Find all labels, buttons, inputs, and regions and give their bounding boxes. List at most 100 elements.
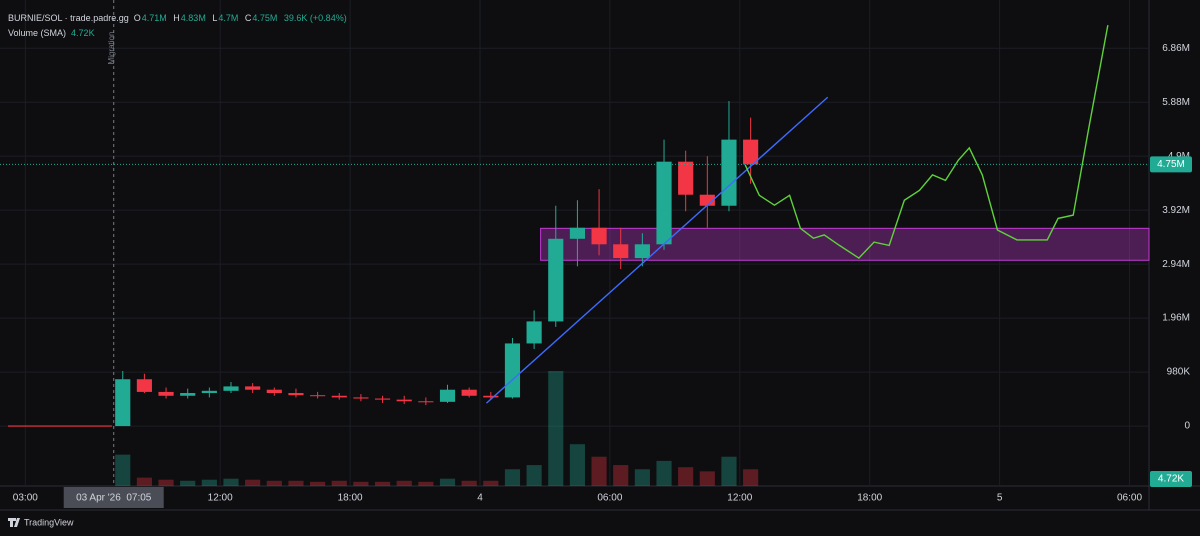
candle-body (180, 393, 196, 396)
volume-label: Volume (SMA) (8, 28, 67, 38)
candle-body (591, 227, 607, 245)
ohlc-value: 4.7M (218, 13, 239, 23)
candle-body (699, 194, 715, 206)
y-tick-label: 4.9M (1168, 151, 1190, 162)
legend-header: BURNIE/SOL · trade.padre.gg O4.71M H4.83… (8, 11, 351, 41)
candle-body (158, 391, 174, 396)
volume-bar (656, 460, 672, 486)
volume-bar (634, 469, 650, 486)
ohlc-key: C (244, 13, 252, 23)
volume-bar (721, 456, 737, 486)
volume-bar (115, 454, 131, 486)
x-tick-label: 06:00 (1117, 493, 1142, 504)
candle-body (245, 386, 261, 390)
y-tick-label: 6.86M (1162, 43, 1190, 54)
volume-bar (331, 480, 347, 486)
candle-body (201, 390, 217, 394)
volume-bar (310, 481, 326, 486)
volume-bar (396, 480, 412, 486)
candle-body (569, 227, 585, 239)
candle-body (656, 161, 672, 245)
volume-bar (266, 480, 282, 486)
candle-body (353, 397, 369, 399)
volume-bar (526, 465, 542, 486)
volume-bar (548, 371, 564, 486)
volume-value: 4.72K (71, 28, 95, 38)
volume-bar (180, 480, 196, 486)
candle-body (288, 393, 304, 396)
candle-body (526, 321, 542, 344)
candle-body (266, 389, 282, 394)
trendline (486, 96, 829, 404)
last-price-label: 4.75M (1157, 159, 1185, 170)
candle-body (613, 244, 629, 259)
brand-logo (8, 518, 20, 527)
candle-body (504, 343, 521, 398)
crosshair-box (63, 487, 164, 508)
x-tick-label: 12:00 (208, 493, 233, 504)
ohlc-key: H (173, 13, 180, 23)
y-tick-label: 2.94M (1162, 259, 1190, 270)
y-tick-label: 0 (1184, 421, 1190, 432)
volume-bar (439, 478, 456, 486)
candle-body (743, 139, 759, 165)
x-tick-label: 12:00 (727, 493, 752, 504)
volume-bar (223, 478, 239, 486)
volume-bar (461, 480, 477, 486)
volume-bar (483, 480, 499, 486)
candle-body (331, 395, 347, 398)
candle-body (461, 389, 477, 396)
candle-body (634, 244, 650, 259)
ohlc-key: L (212, 13, 218, 23)
y-tick-label: 3.92M (1162, 205, 1190, 216)
ohlc-value: 4.75M (252, 13, 278, 23)
volume-sma-box (1150, 471, 1192, 487)
projection-line (744, 24, 1109, 259)
y-tick-label: 980K (1167, 367, 1191, 378)
zone (540, 227, 1150, 261)
x-tick-label: 18:00 (338, 493, 363, 504)
candle-body (223, 386, 239, 391)
ohlc-value: 4.71M (141, 13, 167, 23)
candle-body (678, 161, 694, 195)
volume-bar (743, 469, 759, 486)
candle-body (483, 395, 499, 398)
volume-sma-label: 4.72K (1158, 474, 1184, 485)
volume-bar (353, 481, 369, 486)
plot: Migration (0, 0, 1150, 486)
candle-body (115, 379, 131, 427)
last-price-box (1150, 156, 1192, 173)
axes: 0 980K 1.96M 2.94M 3.92M 4.9M 5.88M 6.86M 03:00 1… (13, 43, 1192, 508)
volume-bar (374, 481, 391, 486)
candle-body (439, 389, 456, 402)
x-tick-label: 06:00 (597, 493, 622, 504)
candle-body (310, 395, 326, 397)
x-tick-label: 5 (997, 493, 1003, 504)
volume-bar (678, 467, 694, 486)
brand: TradingView (24, 517, 74, 527)
y-tick-label: 1.96M (1162, 313, 1190, 324)
candle-body (396, 399, 412, 402)
volume-bar (288, 480, 304, 486)
candle-body (136, 379, 152, 392)
volume-bar (418, 481, 434, 486)
volume-bar (569, 444, 585, 486)
volume-bar (504, 469, 521, 486)
candle-body (721, 139, 737, 206)
volume-row: Volume (SMA) 4.72K (8, 26, 351, 41)
symbol-row: BURNIE/SOL · trade.padre.gg O4.71M H4.83… (8, 11, 351, 26)
candle-body (418, 401, 434, 403)
volume-bar (245, 479, 261, 486)
y-tick-label: 5.88M (1162, 97, 1190, 108)
ohlc-key: O (133, 13, 141, 23)
volume-bar (201, 479, 217, 486)
volume-bar (158, 479, 174, 486)
change: 39.6K (+0.84%) (283, 13, 347, 23)
candle-body (548, 238, 564, 322)
volume-bar (699, 471, 715, 486)
symbol: BURNIE/SOL · trade.padre.gg (8, 13, 129, 23)
candle-body (374, 398, 391, 400)
